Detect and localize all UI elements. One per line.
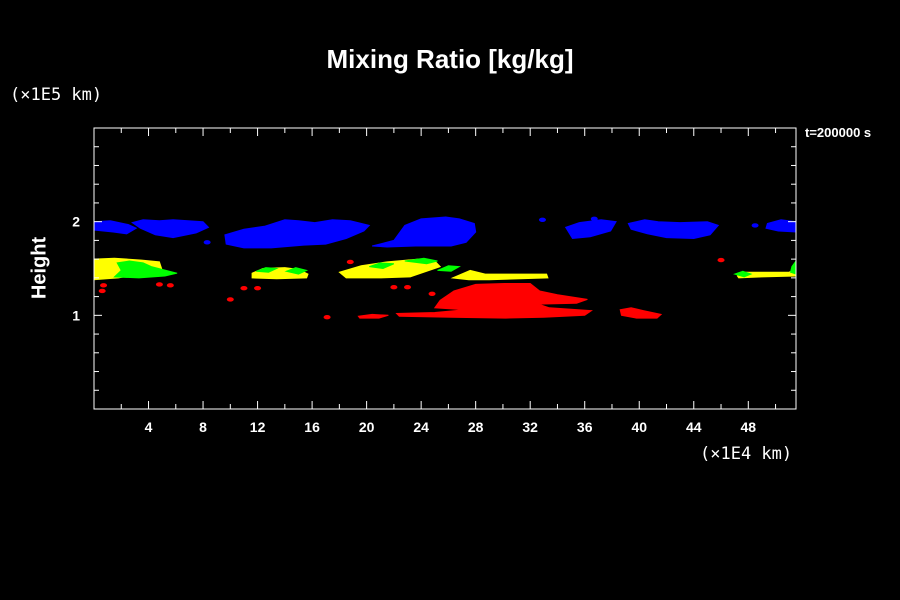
x-tick-label-40: 40: [631, 419, 647, 435]
blob-red-5: [240, 285, 248, 291]
region-green-11: [284, 267, 309, 275]
region-green-10: [256, 267, 279, 273]
x-tick-label-28: 28: [468, 419, 484, 435]
x-tick-label-8: 8: [199, 419, 207, 435]
region-green-15: [437, 265, 461, 272]
blob-red-10: [428, 291, 436, 296]
y-tick-label-1: 1: [72, 307, 80, 323]
region-red-22: [619, 307, 663, 319]
x-tick-label-24: 24: [413, 419, 429, 435]
blob-red-7: [323, 315, 331, 320]
region-blue-1: [131, 219, 210, 239]
x-tick-label-48: 48: [741, 419, 757, 435]
blob-red-1: [98, 288, 106, 294]
x-tick-label-36: 36: [577, 419, 593, 435]
blob-red-9: [404, 285, 412, 290]
blob-red-6: [254, 285, 262, 291]
chart-title: Mixing Ratio [kg/kg]: [326, 44, 574, 74]
x-tick-label-20: 20: [359, 419, 375, 435]
x-tick-label-32: 32: [522, 419, 538, 435]
blob-blue-16: [751, 223, 759, 228]
blob-blue-15: [590, 216, 598, 222]
blob-red-2: [155, 282, 163, 287]
region-green-8: [113, 260, 178, 279]
x-tick-label-16: 16: [304, 419, 320, 435]
blob-red-3: [166, 283, 174, 288]
blob-blue-14: [538, 217, 546, 222]
blob-red-8: [390, 285, 398, 290]
region-green-19: [789, 259, 797, 275]
x-tick-label-4: 4: [145, 419, 153, 435]
x-axis-unit: (×1E4 km): [700, 444, 793, 464]
time-label: t=200000 s: [805, 125, 872, 140]
plot-frame: [93, 127, 797, 410]
region-blue-3: [371, 216, 477, 248]
y-tick-label-2: 2: [72, 214, 80, 230]
blob-red-4: [226, 297, 234, 302]
region-yellow-16: [450, 269, 549, 281]
blob-red-12: [717, 257, 725, 263]
region-green-18: [733, 270, 753, 278]
region-blue-4: [564, 219, 617, 240]
blob-red-0: [100, 283, 108, 288]
region-green-13: [369, 262, 395, 270]
region-green-14: [404, 257, 438, 265]
x-tick-label-44: 44: [686, 419, 702, 435]
y-axis-unit: (×1E5 km): [10, 85, 103, 105]
blob-red-11: [346, 259, 354, 265]
blob-blue-13: [203, 240, 211, 245]
region-blue-5: [627, 219, 720, 240]
region-red-21: [357, 313, 389, 319]
region-red-20: [395, 283, 593, 319]
region-blue-0: [93, 220, 138, 235]
x-tick-label-12: 12: [250, 419, 266, 435]
region-blue-2: [224, 219, 371, 249]
